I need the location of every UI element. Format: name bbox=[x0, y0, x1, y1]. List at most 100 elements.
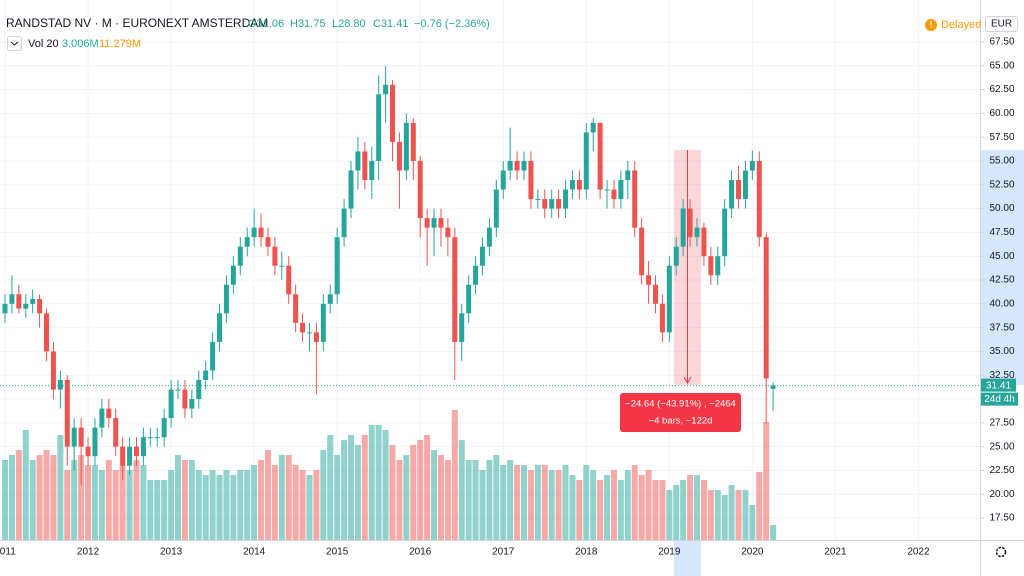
candle-body bbox=[154, 437, 160, 439]
volume-bar bbox=[403, 455, 410, 540]
volume-bar bbox=[396, 460, 403, 540]
candle-body bbox=[493, 189, 499, 228]
volume-bar bbox=[133, 460, 140, 540]
candle-body bbox=[625, 170, 631, 180]
candle-body bbox=[44, 313, 50, 352]
volume-bar bbox=[223, 470, 230, 540]
candle-body bbox=[659, 303, 665, 333]
candle-body bbox=[57, 380, 63, 390]
volume-bar bbox=[680, 480, 687, 540]
volume-bar bbox=[2, 460, 8, 540]
y-tick-label: 37.50 bbox=[989, 322, 1014, 333]
volume-bar bbox=[313, 470, 320, 540]
volume-bar bbox=[57, 435, 64, 540]
candle-body bbox=[749, 160, 755, 171]
volume-bar bbox=[437, 455, 444, 540]
candle-body bbox=[486, 227, 492, 247]
volume-bar bbox=[285, 455, 292, 540]
y-tick-label: 22.50 bbox=[989, 465, 1014, 476]
candle-body bbox=[258, 227, 264, 238]
currency-box[interactable] bbox=[985, 16, 1018, 32]
volume-bar bbox=[694, 475, 700, 540]
candle-body bbox=[320, 303, 326, 342]
candle-body bbox=[535, 199, 541, 201]
volume-bar bbox=[673, 485, 680, 540]
candle-body bbox=[736, 180, 742, 200]
candle-body bbox=[71, 427, 77, 447]
volume-bar bbox=[721, 495, 728, 540]
candle-body bbox=[459, 313, 465, 342]
volume-bar bbox=[763, 422, 770, 540]
volume-bar bbox=[85, 465, 92, 540]
volume-bar bbox=[555, 470, 562, 540]
candle-body bbox=[396, 141, 402, 171]
volume-bar bbox=[735, 490, 742, 540]
candle-body bbox=[473, 265, 479, 285]
candle-body bbox=[390, 84, 396, 142]
candle-body bbox=[770, 385, 776, 389]
volume-value: 3.006M bbox=[62, 38, 99, 50]
candle-body bbox=[569, 180, 575, 190]
volume-bar bbox=[181, 460, 188, 540]
delayed-label[interactable]: Delayed bbox=[941, 19, 981, 31]
candle-body bbox=[722, 208, 728, 257]
candle-body bbox=[168, 389, 174, 419]
candle-body bbox=[369, 160, 375, 180]
candle-body bbox=[687, 208, 693, 238]
candle-body bbox=[210, 341, 216, 371]
x-tick-label: 2020 bbox=[741, 547, 764, 558]
x-tick-label: 2018 bbox=[575, 547, 598, 558]
volume-bar bbox=[756, 472, 763, 540]
volume-bar bbox=[534, 465, 541, 540]
volume-bar bbox=[714, 490, 721, 540]
volume-bar bbox=[444, 460, 451, 540]
measure-line2: −4 bars, −122d bbox=[649, 416, 713, 427]
volume-bar bbox=[382, 430, 389, 540]
candle-body bbox=[729, 180, 735, 209]
candle-body bbox=[113, 418, 119, 447]
volume-bar bbox=[119, 465, 126, 540]
candle-body bbox=[632, 170, 638, 228]
volume-bar bbox=[410, 445, 417, 540]
volume-bar bbox=[278, 455, 285, 540]
volume-bar bbox=[486, 460, 493, 540]
volume-bar bbox=[98, 470, 105, 540]
volume-bar bbox=[742, 490, 749, 540]
volume-bar bbox=[465, 460, 472, 540]
settings-icon[interactable] bbox=[995, 546, 1007, 558]
candle-body bbox=[161, 418, 167, 438]
volume-bar bbox=[617, 480, 624, 540]
candle-body bbox=[576, 180, 582, 190]
candle-body bbox=[417, 160, 423, 219]
candle-body bbox=[680, 208, 686, 247]
candle-body bbox=[306, 332, 312, 334]
y-tick-label: 20.00 bbox=[989, 489, 1014, 500]
volume-bar bbox=[576, 480, 583, 540]
volume-bar bbox=[43, 450, 50, 540]
candle-body bbox=[514, 160, 520, 171]
candle-body bbox=[293, 294, 299, 323]
candle-body bbox=[556, 199, 562, 209]
x-tick-label: 2012 bbox=[77, 547, 100, 558]
candle-body bbox=[403, 122, 409, 171]
candle-body bbox=[223, 284, 229, 314]
volume-bar bbox=[361, 435, 368, 540]
y-tick-label: 32.50 bbox=[989, 370, 1014, 381]
candle-body bbox=[182, 389, 188, 409]
y-tick-label: 47.50 bbox=[989, 227, 1014, 238]
candle-body bbox=[479, 246, 485, 266]
candle-body bbox=[376, 94, 382, 161]
candle-body bbox=[666, 265, 672, 333]
volume-bar bbox=[375, 425, 382, 540]
volume-bar bbox=[562, 465, 569, 540]
volume-bar bbox=[479, 470, 486, 540]
candle-body bbox=[604, 189, 610, 191]
candle-layer bbox=[0, 65, 980, 485]
collapse-button[interactable] bbox=[7, 36, 22, 51]
delayed-icon[interactable] bbox=[925, 19, 937, 31]
volume-bar bbox=[728, 485, 735, 540]
candle-body bbox=[23, 303, 29, 309]
candle-body bbox=[708, 256, 714, 276]
candle-body bbox=[715, 256, 721, 276]
